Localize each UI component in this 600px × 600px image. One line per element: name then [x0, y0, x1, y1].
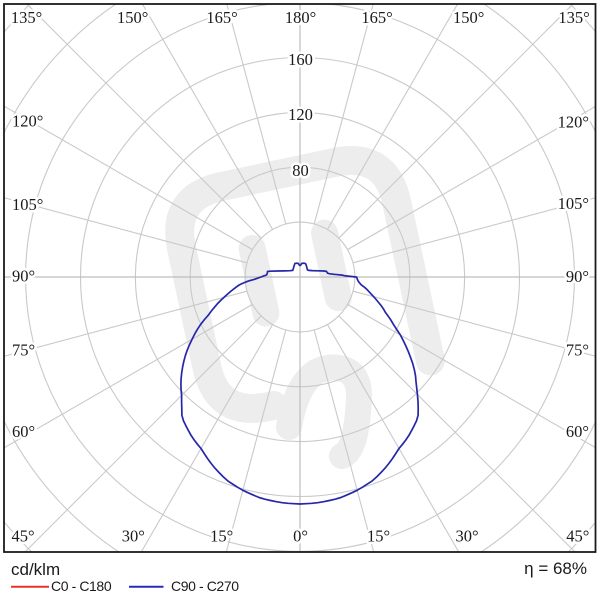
- svg-text:60°: 60°: [12, 422, 35, 441]
- svg-text:150°: 150°: [453, 8, 484, 27]
- svg-text:75°: 75°: [12, 341, 35, 360]
- svg-text:120°: 120°: [558, 113, 589, 132]
- svg-text:15°: 15°: [210, 527, 233, 546]
- svg-text:120°: 120°: [12, 112, 43, 131]
- svg-text:165°: 165°: [361, 8, 392, 27]
- svg-text:150°: 150°: [117, 8, 148, 27]
- svg-text:45°: 45°: [11, 527, 34, 546]
- svg-text:135°: 135°: [11, 8, 42, 27]
- svg-text:η = 68%: η = 68%: [524, 559, 587, 578]
- svg-text:165°: 165°: [206, 8, 237, 27]
- svg-text:75°: 75°: [566, 341, 589, 360]
- svg-text:135°: 135°: [558, 8, 589, 27]
- svg-text:120: 120: [288, 105, 313, 124]
- svg-text:105°: 105°: [12, 195, 43, 214]
- svg-text:90°: 90°: [566, 267, 589, 286]
- svg-text:180°: 180°: [285, 8, 316, 27]
- svg-text:45°: 45°: [566, 527, 589, 546]
- svg-text:0°: 0°: [293, 527, 308, 546]
- svg-text:15°: 15°: [367, 527, 390, 546]
- svg-text:90°: 90°: [12, 267, 35, 286]
- svg-text:C0 - C180: C0 - C180: [51, 578, 112, 594]
- svg-text:105°: 105°: [558, 194, 589, 213]
- svg-text:80: 80: [292, 161, 309, 180]
- svg-text:30°: 30°: [455, 527, 478, 546]
- svg-text:C90 - C270: C90 - C270: [171, 578, 239, 594]
- svg-text:160: 160: [288, 50, 313, 69]
- svg-text:cd/klm: cd/klm: [11, 560, 60, 579]
- svg-text:60°: 60°: [566, 422, 589, 441]
- svg-text:30°: 30°: [122, 527, 145, 546]
